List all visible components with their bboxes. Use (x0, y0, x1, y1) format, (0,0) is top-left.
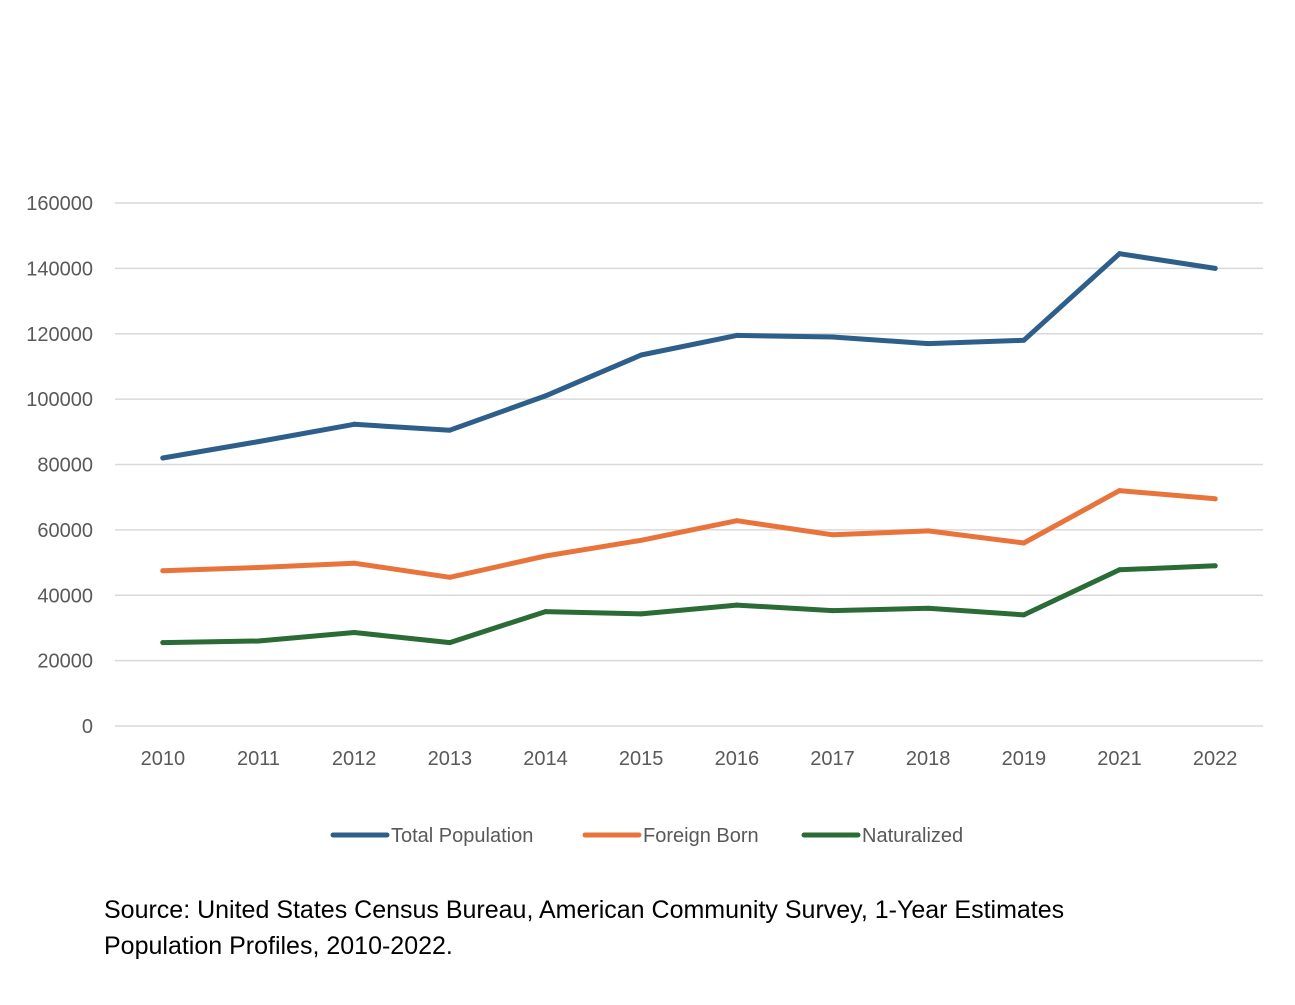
series-foreign-born (160, 488, 1218, 580)
data-point-total-population (925, 341, 931, 347)
data-point-naturalized (830, 608, 835, 614)
data-point-total-population (638, 352, 644, 358)
data-point-naturalized (734, 602, 740, 608)
data-point-total-population (351, 421, 357, 427)
series-line-foreign-born (160, 488, 1218, 580)
data-point-naturalized (447, 640, 453, 646)
x-tick-label: 2010 (141, 748, 186, 770)
x-tick-label: 2014 (523, 748, 568, 770)
data-point-naturalized (1212, 563, 1218, 569)
data-point-foreign-born (925, 528, 931, 534)
data-point-foreign-born (256, 564, 261, 570)
legend-label: Total Population (391, 825, 533, 847)
data-point-naturalized (638, 611, 644, 617)
x-tick-label: 2012 (332, 748, 377, 770)
source-line-1: Source: United States Census Bureau, Ame… (104, 896, 1065, 924)
data-point-total-population (256, 439, 261, 445)
y-axis-ticks: 0 20000 40000 60000 80000 100000 120000 140000 1… (26, 193, 93, 738)
data-point-total-population (1117, 251, 1122, 257)
x-tick-label: 2017 (810, 748, 855, 770)
series-line-total-population (160, 251, 1218, 461)
legend-item-naturalized[interactable]: Naturalized (801, 825, 963, 847)
data-point-naturalized (256, 638, 261, 644)
series-lines (160, 251, 1218, 646)
y-tick-label: 80000 (37, 455, 93, 477)
data-point-naturalized (543, 609, 548, 615)
series-naturalized (160, 563, 1218, 646)
line-chart: 0 20000 40000 60000 80000 100000 120000 140000 1… (26, 193, 1263, 847)
data-point-naturalized (925, 605, 931, 611)
data-point-foreign-born (447, 574, 453, 580)
source-line-2: Population Profiles, 2010-2022. (104, 932, 453, 960)
data-point-foreign-born (160, 568, 166, 574)
data-point-foreign-born (1021, 540, 1027, 546)
data-point-foreign-born (830, 532, 835, 538)
data-point-naturalized (160, 640, 166, 646)
x-tick-label: 2015 (619, 748, 664, 770)
data-point-foreign-born (351, 560, 357, 566)
x-tick-label: 2019 (1002, 748, 1047, 770)
legend[interactable]: Total Population Foreign Born Naturalized (330, 825, 963, 847)
data-point-foreign-born (638, 537, 644, 543)
legend-label: Foreign Born (643, 825, 759, 847)
data-point-naturalized (351, 630, 357, 636)
y-tick-label: 100000 (26, 389, 93, 411)
x-axis-ticks: 2010 2011 2012 2013 2014 2015 2016 2017 2018 2019… (141, 748, 1238, 770)
y-tick-label: 20000 (37, 651, 93, 673)
y-tick-label: 0 (82, 716, 93, 738)
data-point-total-population (447, 427, 453, 433)
x-tick-label: 2011 (237, 748, 280, 770)
x-tick-label: 2016 (715, 748, 760, 770)
data-point-foreign-born (734, 518, 740, 524)
x-tick-label: 2018 (906, 748, 951, 770)
data-point-foreign-born (543, 553, 548, 559)
data-point-total-population (1212, 265, 1218, 271)
y-tick-label: 120000 (26, 324, 93, 346)
series-total-population (160, 251, 1218, 461)
y-tick-label: 40000 (37, 585, 93, 607)
data-point-foreign-born (1212, 496, 1218, 502)
gridlines (115, 202, 1263, 727)
data-point-total-population (734, 332, 740, 338)
legend-item-total-population[interactable]: Total Population (330, 825, 533, 847)
data-point-total-population (830, 334, 835, 340)
data-point-foreign-born (1117, 488, 1122, 494)
legend-item-foreign-born[interactable]: Foreign Born (582, 825, 759, 847)
data-point-naturalized (1117, 567, 1122, 573)
x-tick-label: 2021 (1097, 748, 1142, 770)
source-note: Source: United States Census Bureau, Ame… (104, 892, 1254, 964)
series-line-naturalized (160, 563, 1218, 646)
data-point-total-population (543, 393, 548, 399)
y-tick-label: 160000 (26, 193, 93, 215)
data-point-naturalized (1021, 612, 1027, 618)
data-point-total-population (1021, 337, 1027, 343)
x-tick-label: 2013 (428, 748, 473, 770)
y-tick-label: 140000 (26, 258, 93, 280)
data-point-total-population (160, 455, 166, 461)
legend-label: Naturalized (862, 825, 963, 847)
x-tick-label: 2022 (1193, 748, 1238, 770)
y-tick-label: 60000 (37, 520, 93, 542)
